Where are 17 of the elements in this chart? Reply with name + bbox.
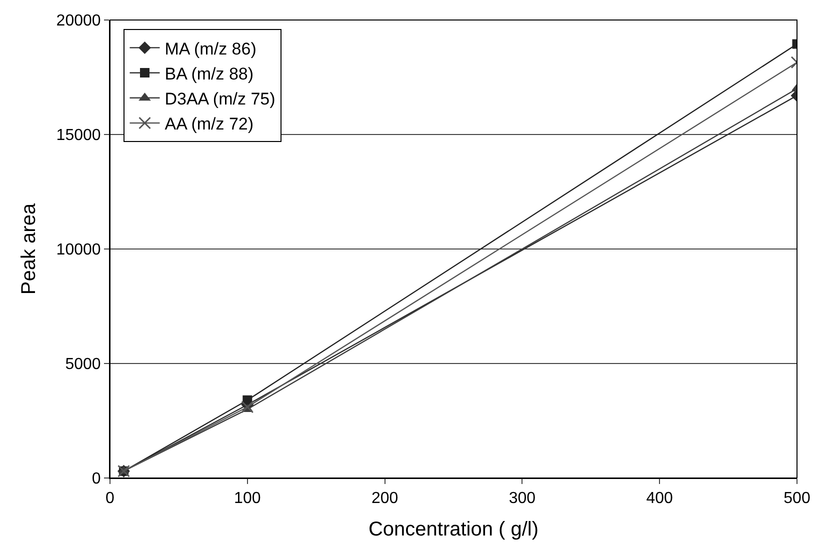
y-tick-label: 5000 [65,356,101,374]
x-tick-label: 500 [784,490,810,508]
legend-label: MA (m/z 86) [164,39,256,58]
x-axis-title: Concentration ( g/l) [368,518,539,541]
x-tick-label: 400 [646,490,674,508]
y-tick-label: 10000 [56,242,101,259]
y-tick-label: 20000 [56,12,101,30]
x-tick-label: 100 [234,490,261,508]
y-axis-title: Peak area [18,202,40,295]
legend-label: D3AA (m/z 75) [164,90,276,109]
legend-label: BA (m/z 88) [164,64,254,84]
x-tick-label: 300 [508,490,536,508]
y-tick-label: 0 [92,470,101,488]
x-tick-label: 200 [371,490,398,508]
y-tick-label: 15000 [56,127,101,144]
x-tick-label: 0 [106,490,115,508]
legend-label: AA (m/z 72) [164,114,254,134]
